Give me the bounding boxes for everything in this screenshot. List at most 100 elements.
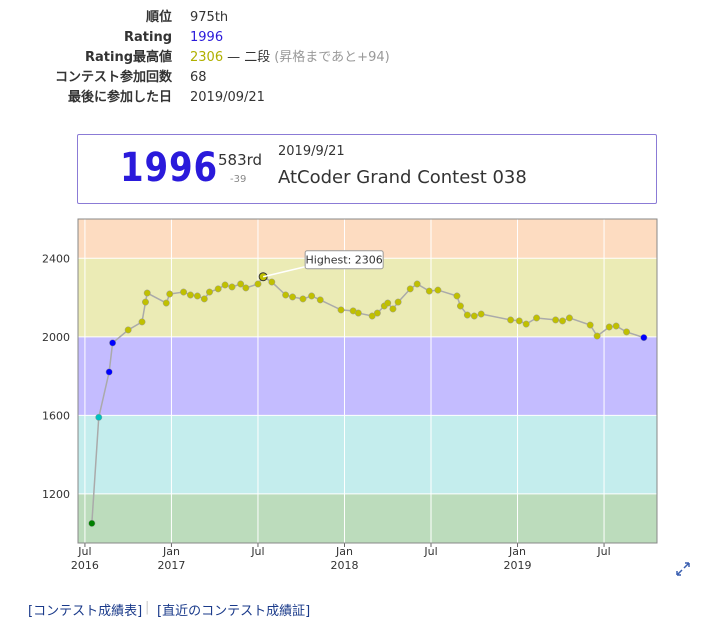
data-point	[105, 368, 113, 376]
data-point	[282, 291, 290, 299]
profile-row: Rating最高値 2306— 二段 (昇格まであと+94)	[0, 48, 707, 68]
data-point	[384, 299, 392, 307]
row-label: 順位	[145, 10, 172, 25]
data-point	[593, 332, 601, 340]
value: 975th	[190, 10, 229, 25]
x-tick-label: Jul 2016	[70, 545, 99, 572]
data-point	[552, 316, 560, 324]
data-point	[268, 278, 276, 286]
link[interactable]: [コンテスト成績表]	[28, 604, 143, 619]
data-point	[187, 291, 194, 299]
plot-frame	[77, 218, 658, 544]
data-point	[337, 306, 345, 314]
x-tick-label: Jul	[424, 545, 438, 558]
expand-icon[interactable]	[676, 562, 690, 576]
value: 2306	[190, 50, 224, 65]
data-point	[299, 295, 307, 303]
data-point	[406, 285, 414, 293]
y-tick-label: 2400	[42, 252, 70, 265]
data-point	[522, 320, 530, 328]
data-point	[368, 312, 376, 320]
card-date: 2019/9/21	[278, 144, 345, 159]
data-point	[612, 322, 620, 330]
data-point	[470, 312, 478, 320]
data-point	[162, 299, 170, 307]
rating-card: 1996 583rd -39 2019/9/21 AtCoder Grand C…	[77, 134, 657, 204]
separator: |	[145, 600, 150, 615]
row-value: 975th	[190, 8, 228, 28]
data-point	[308, 292, 316, 300]
data-point	[316, 296, 324, 304]
data-point	[425, 287, 433, 295]
data-point	[143, 289, 151, 297]
rating-band	[78, 415, 657, 494]
value: 1996	[190, 30, 224, 45]
data-point	[242, 284, 250, 292]
row-label: コンテスト参加回数	[54, 70, 172, 85]
row-label: Rating	[123, 30, 172, 45]
note: (昇格まであと+94)	[274, 50, 390, 65]
data-point	[373, 309, 381, 317]
profile-row: Rating 1996	[0, 28, 707, 48]
annotation: Highest: 2306	[306, 254, 383, 267]
row-value: 2306— 二段 (昇格まであと+94)	[190, 48, 390, 68]
data-point	[559, 317, 566, 325]
card-contest: AtCoder Grand Contest 038	[278, 167, 527, 188]
row-value: 2019/09/21	[190, 88, 265, 108]
card-diff: -39	[230, 174, 247, 185]
y-tick-label: 2000	[42, 331, 70, 344]
x-tick-label: Jan 2018	[330, 545, 359, 572]
y-tick-label: 1600	[42, 409, 70, 422]
profile-row: 最後に参加した日 2019/09/21	[0, 88, 707, 108]
data-point	[354, 309, 362, 317]
profile-row: 順位 975th	[0, 8, 707, 28]
annotation-leader	[262, 266, 306, 278]
data-point	[124, 326, 132, 334]
data-point	[623, 328, 630, 336]
data-point	[477, 310, 485, 318]
x-tick-label: Jan 2017	[157, 545, 186, 572]
data-point	[515, 317, 523, 325]
data-point	[88, 519, 96, 527]
data-point	[109, 339, 117, 347]
row-value: 68	[190, 68, 207, 88]
data-point	[166, 290, 174, 298]
data-point	[434, 286, 442, 294]
rank: — 二段	[227, 50, 271, 65]
data-point	[200, 295, 208, 303]
value: 68	[190, 70, 207, 85]
rating-band	[78, 258, 657, 337]
row-value: 1996	[190, 28, 223, 48]
data-point	[389, 305, 397, 313]
data-point	[193, 292, 201, 300]
data-point	[586, 321, 594, 329]
y-tick-label: 1200	[42, 488, 70, 501]
data-point	[289, 293, 297, 301]
rating-band	[78, 493, 657, 543]
annotation-box	[304, 250, 384, 270]
data-point	[180, 288, 188, 296]
data-point	[142, 298, 149, 306]
data-point	[507, 316, 515, 324]
link[interactable]: [直近のコンテスト成績証]	[157, 604, 311, 619]
card-rating: 1996	[120, 145, 219, 191]
data-point	[605, 323, 613, 331]
data-point	[138, 318, 146, 326]
data-point	[254, 280, 262, 288]
data-point	[221, 281, 229, 289]
data-point	[228, 283, 236, 291]
row-label: Rating最高値	[84, 50, 172, 65]
data-point	[463, 311, 471, 319]
data-point	[640, 334, 648, 342]
data-point	[453, 292, 461, 300]
data-point	[413, 280, 421, 288]
x-tick-label: Jul	[251, 545, 265, 558]
data-point	[206, 288, 213, 296]
data-point	[95, 413, 103, 421]
x-tick-label: Jan 2019	[503, 545, 532, 572]
row-label: 最後に参加した日	[67, 90, 172, 105]
card-rank: 583rd	[218, 151, 263, 169]
x-tick-label: Jul	[597, 545, 611, 558]
data-point	[237, 280, 245, 288]
